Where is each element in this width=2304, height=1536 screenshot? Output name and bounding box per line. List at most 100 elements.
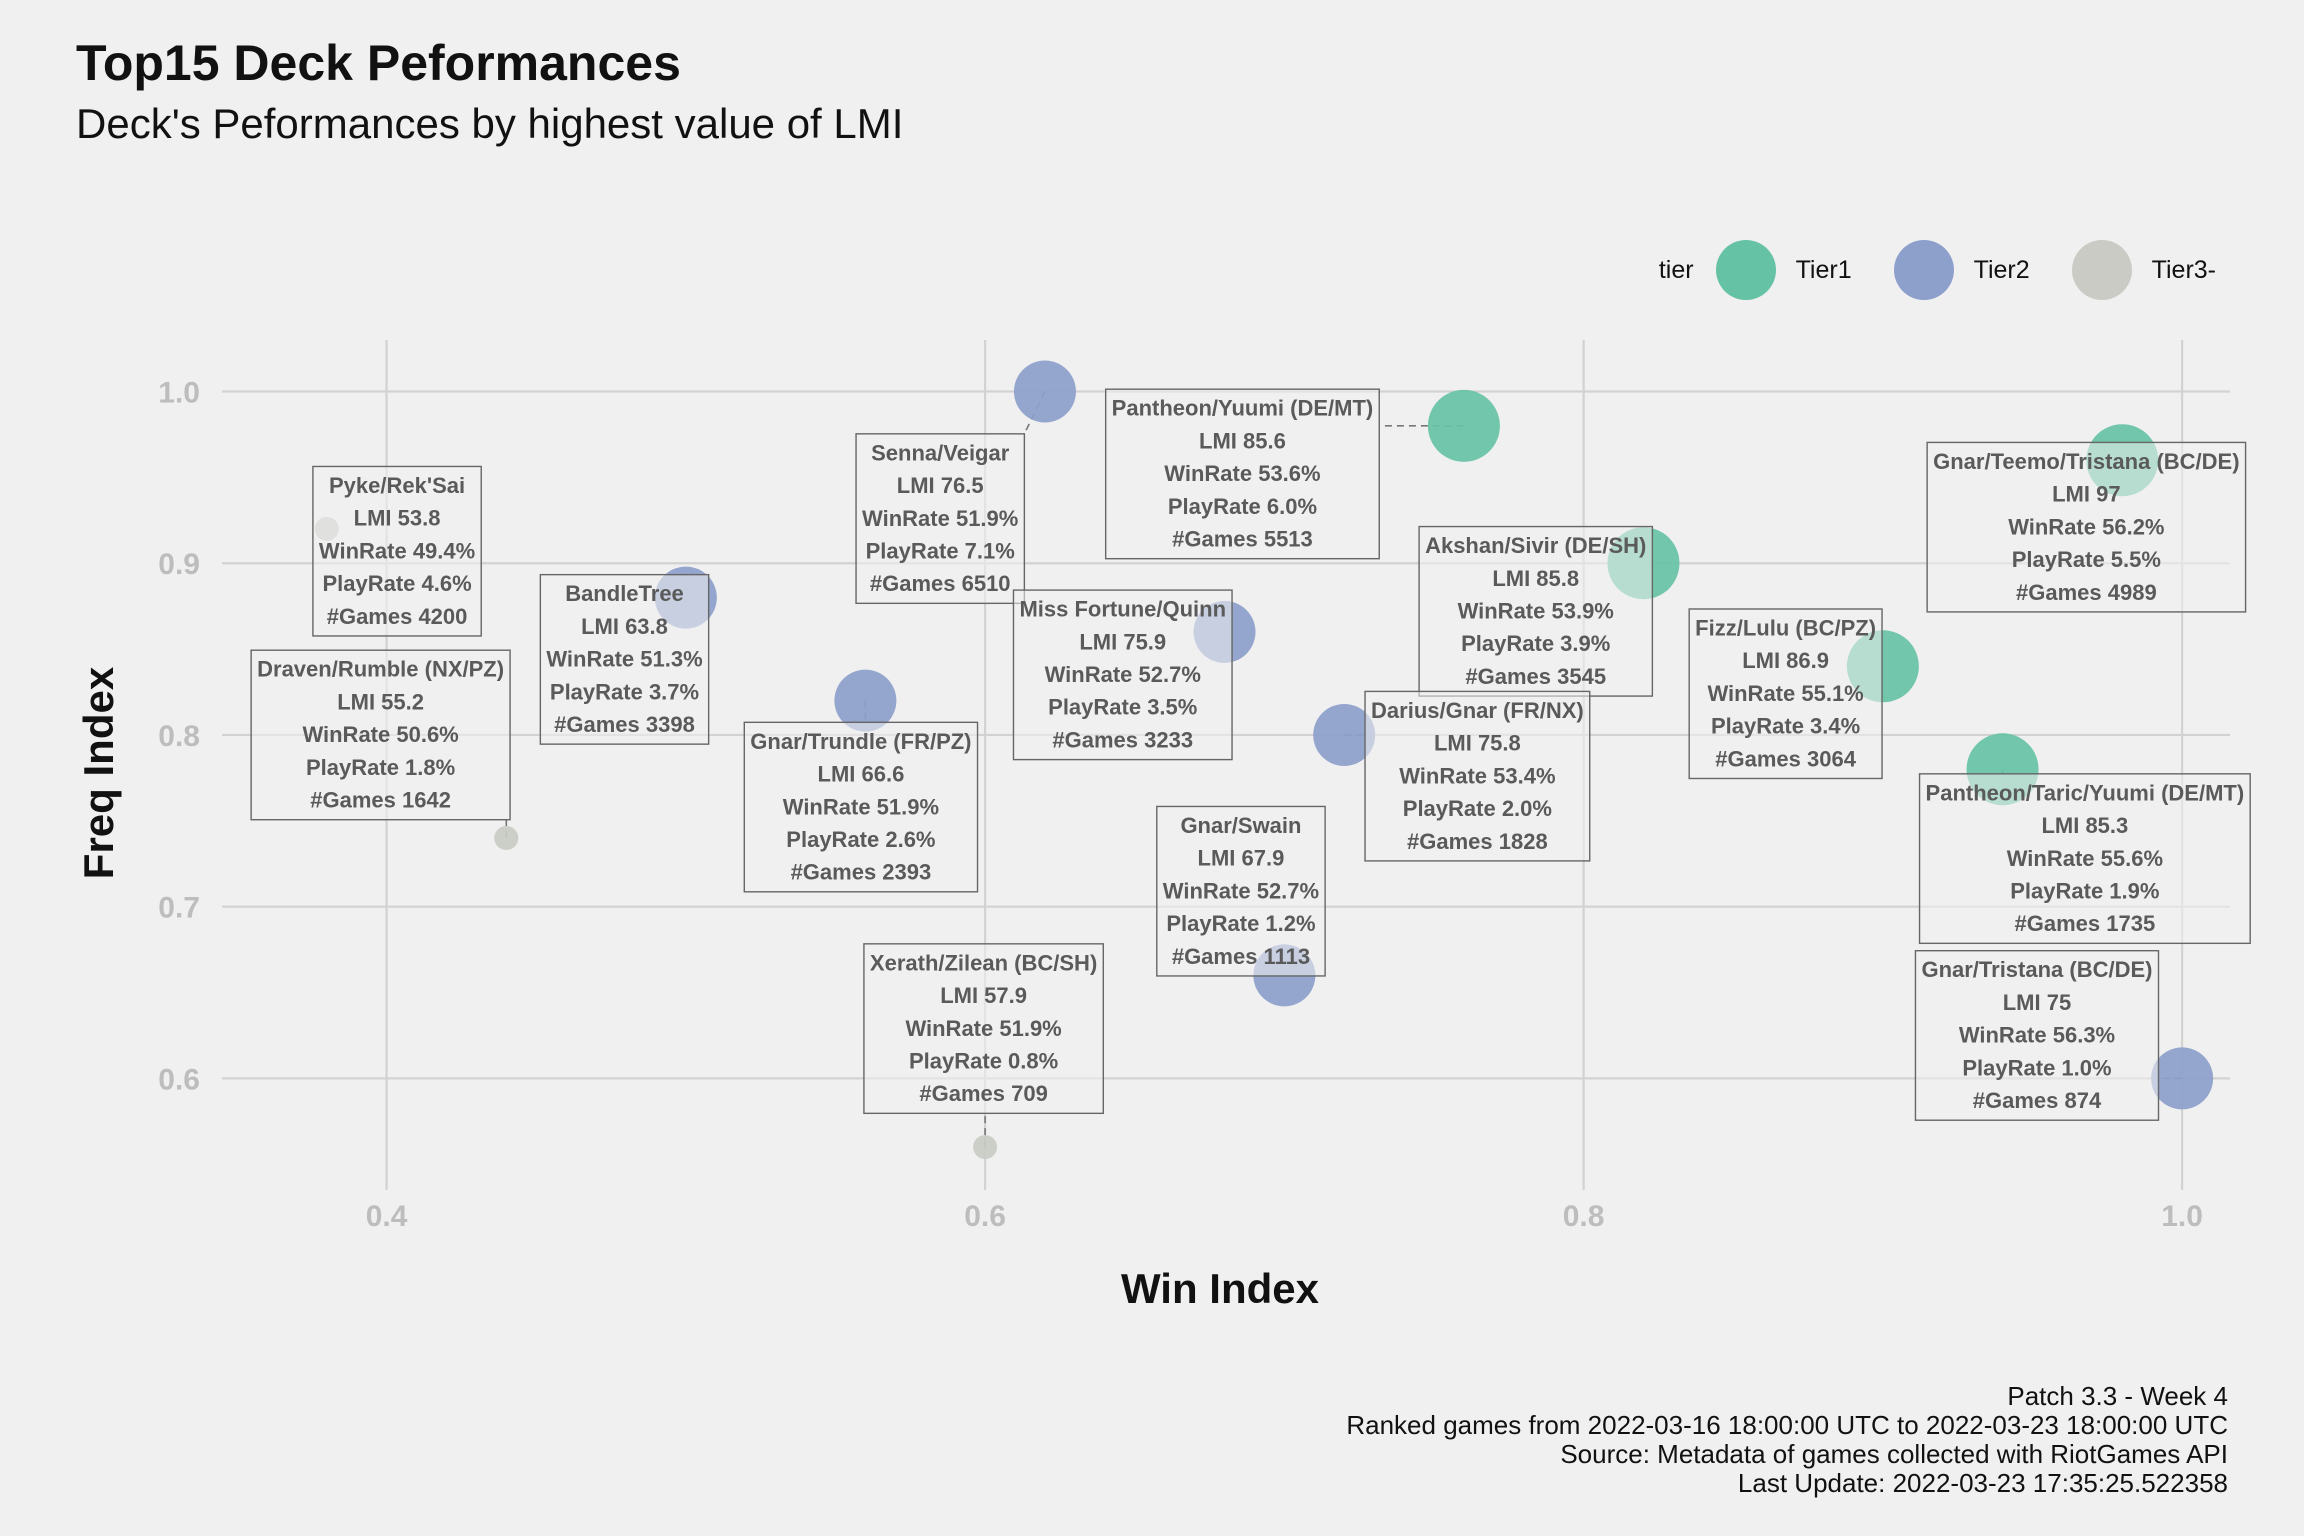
data-labels: Pyke/Rek'Sai LMI 53.8 WinRate 49.4% PlayRat… [250,388,2251,1121]
data-point [2151,1047,2214,1110]
data-label-line: #Games 3545 [1465,664,1606,689]
x-tick-label: 1.0 [2161,1200,2203,1233]
x-tick-label: 0.4 [366,1200,408,1233]
data-label-line: WinRate 51.9% [862,506,1018,531]
legend-label-tier2: Tier2 [1973,255,2030,284]
data-point [1013,360,1076,423]
data-label-line: #Games 1113 [1172,944,1310,969]
data-label-line: WinRate 53.9% [1458,599,1614,624]
data-label-line: PlayRate 3.5% [1048,695,1197,720]
data-label-line: Pantheon/Taric/Yuumi (DE/MT) [1926,780,2245,805]
data-label-box [743,721,979,893]
data-label-line: Pyke/Rek'Sai [329,473,465,498]
data-label-line: LMI 66.6 [818,762,905,787]
data-label-line: PlayRate 4.6% [322,571,471,596]
data-label-box [539,573,710,745]
data-label-line: WinRate 51.3% [546,647,702,672]
data-label-line: PlayRate 3.4% [1711,714,1860,739]
data-label-line: WinRate 50.6% [302,722,458,747]
data-label-box [1364,690,1591,862]
data-label-line: Akshan/Sivir (DE/SH) [1425,533,1646,558]
data-label: Pantheon/Taric/Yuumi (DE/MT) LMI 85.3 WinR… [1918,773,2251,945]
caption: Patch 3.3 - Week 4 Ranked games from 202… [1346,1382,2228,1498]
data-label-line: PlayRate 2.0% [1403,796,1552,821]
x-tick-label: 0.6 [964,1200,1006,1233]
data-label-line: LMI 67.9 [1198,846,1285,871]
data-label-line: #Games 4200 [327,604,468,629]
data-label: Fizz/Lulu (BC/PZ) LMI 86.9 WinRate 55.1% Pl… [1688,608,1883,780]
data-label: Senna/Veigar LMI 76.5 WinRate 51.9% PlayRat… [855,433,1026,605]
data-point [973,1135,998,1160]
data-label-line: WinRate 51.9% [783,794,939,819]
y-tick-label: 0.6 [158,1063,200,1096]
x-tick-label: 0.8 [1563,1200,1605,1233]
data-label-box [1012,589,1233,761]
data-label-line: Gnar/Swain [1180,813,1301,838]
data-label-line: #Games 874 [1973,1088,2102,1113]
data-label-line: LMI 86.9 [1742,648,1829,673]
data-label-line: PlayRate 0.8% [909,1048,1058,1073]
data-label-line: #Games 5513 [1172,527,1313,552]
data-label-line: #Games 3064 [1715,746,1856,771]
data-label-box [855,433,1026,605]
legend-key-tier1 [1715,240,1776,300]
data-label: Gnar/Teemo/Tristana (BC/DE) LMI 97 WinRate… [1926,441,2247,613]
data-label-line: LMI 53.8 [354,506,441,531]
data-label-line: Gnar/Trundle (FR/PZ) [750,729,971,754]
data-label-line: #Games 1735 [2015,911,2156,936]
y-tick-label: 0.9 [158,548,200,581]
data-label-line: WinRate 51.9% [905,1016,1061,1041]
data-label-line: PlayRate 3.9% [1461,631,1610,656]
y-axis-label: Freq Index [75,666,122,879]
data-label-line: #Games 1642 [310,788,451,813]
y-tick-label: 0.7 [158,892,200,925]
data-label-line: #Games 1828 [1407,829,1548,854]
data-label-line: #Games 6510 [870,571,1011,596]
data-label: BandleTree LMI 63.8 WinRate 51.3% PlayRate … [539,573,710,745]
data-label-box [1926,441,2247,613]
data-point [1313,703,1376,766]
data-label: Gnar/Tristana (BC/DE) LMI 75 WinRate 56.3%… [1914,950,2160,1121]
data-label-line: WinRate 55.1% [1707,681,1863,706]
data-label-line: PlayRate 1.2% [1166,911,1315,936]
legend-label-tier1: Tier1 [1795,255,1852,284]
data-label-line: Xerath/Zilean (BC/SH) [870,950,1097,975]
data-label-line: PlayRate 1.9% [2010,878,2159,903]
data-label-line: PlayRate 6.0% [1168,494,1317,519]
data-label-line: LMI 75.9 [1079,629,1166,654]
data-label-line: LMI 85.6 [1199,428,1286,453]
data-label-line: WinRate 53.6% [1164,461,1320,486]
data-label-line: WinRate 52.7% [1163,878,1319,903]
data-label-line: Senna/Veigar [871,440,1010,465]
data-label-box [250,649,511,821]
data-label-line: WinRate 49.4% [319,538,475,563]
data-label-line: WinRate 56.2% [2008,514,2164,539]
data-label-box [863,943,1104,1115]
x-tick-labels: 0.4 0.6 0.8 1.0 [366,1200,2203,1233]
data-label-line: PlayRate 2.6% [786,827,935,852]
data-label-line: Fizz/Lulu (BC/PZ) [1695,616,1876,641]
data-label-line: #Games 3398 [554,712,695,737]
data-label: Draven/Rumble (NX/PZ) LMI 55.2 WinRate 50.… [250,649,511,821]
data-label-line: WinRate 55.6% [2007,846,2163,871]
caption-line: Ranked games from 2022-03-16 18:00:00 UT… [1346,1410,2228,1440]
data-label-box [1688,608,1883,780]
data-label: Pantheon/Yuumi (DE/MT) LMI 85.6 WinRate 53… [1104,388,1380,560]
data-label-line: #Games 2393 [791,860,932,885]
data-label-box [1156,805,1326,977]
data-label-line: Miss Fortune/Quinn [1019,597,1226,622]
data-label-box [1914,950,2160,1121]
data-label-line: WinRate 52.7% [1045,662,1201,687]
data-label-box [1104,388,1380,560]
data-label-line: LMI 75.8 [1434,731,1521,756]
data-label: Miss Fortune/Quinn LMI 75.9 WinRate 52.7% P… [1012,589,1233,761]
label-connector [1023,391,1046,435]
y-tick-label: 0.8 [158,720,200,753]
data-label: Akshan/Sivir (DE/SH) LMI 85.8 WinRate 53.9… [1418,525,1654,697]
data-label-line: PlayRate 5.5% [2012,547,2161,572]
data-point [1427,389,1500,462]
y-tick-label: 1.0 [158,377,200,410]
data-label: Gnar/Trundle (FR/PZ) LMI 66.6 WinRate 51.9… [743,721,979,893]
data-label-line: LMI 57.9 [940,983,1027,1008]
